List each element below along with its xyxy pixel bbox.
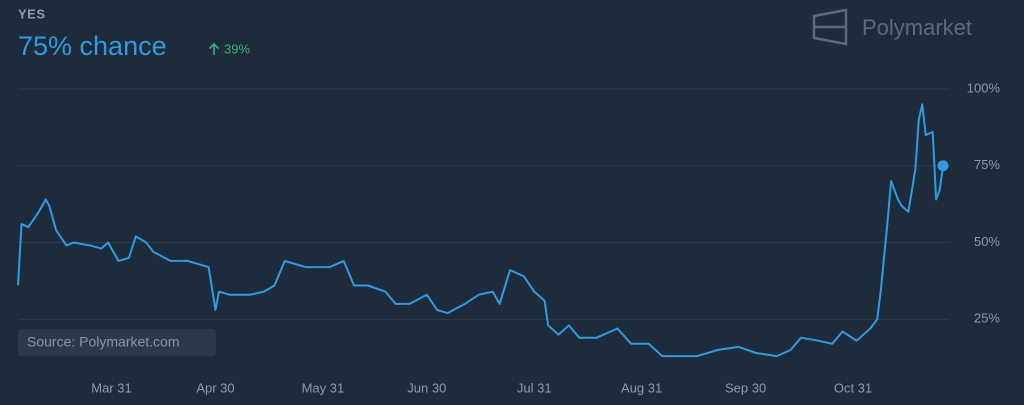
up-arrow xyxy=(208,42,220,55)
source: Source: Polymarket.com xyxy=(27,334,180,350)
x-tick-label: Mar 31 xyxy=(91,380,131,395)
y-tick-label: 50% xyxy=(974,234,1000,249)
source-badge xyxy=(18,329,216,356)
plot: 25% 50% 75% 100% Mar 31 Apr 30 May 31 Jun 30 Jul… xyxy=(17,80,1001,395)
x-tick-label: Jun 30 xyxy=(407,380,446,395)
x-tick-label: May 31 xyxy=(302,380,345,395)
change: 39% xyxy=(224,41,250,56)
series-line xyxy=(17,103,945,358)
y-tick-label: 100% xyxy=(967,80,1001,95)
x-tick-label: Jul 31 xyxy=(517,380,552,395)
current-point xyxy=(937,160,949,172)
logo xyxy=(812,8,848,46)
x-tick-label: Sep 30 xyxy=(725,380,766,395)
y-tick-label: 75% xyxy=(974,157,1000,172)
outcome-label: YES xyxy=(18,6,46,21)
x-tick-label: Aug 31 xyxy=(621,380,662,395)
brand: Polymarket xyxy=(862,15,972,40)
x-tick-label: Apr 30 xyxy=(196,380,234,395)
x-tick-label: Oct 31 xyxy=(834,380,872,395)
y-tick-label: 25% xyxy=(974,311,1000,326)
headline: 75% chance xyxy=(18,31,167,61)
